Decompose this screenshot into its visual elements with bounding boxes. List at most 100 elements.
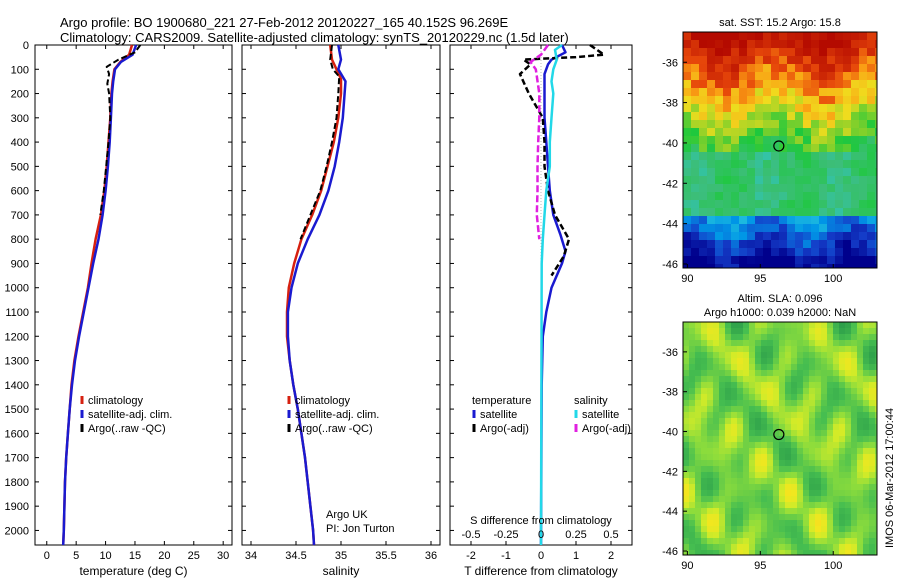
map-cell bbox=[731, 144, 740, 153]
map-cell bbox=[683, 358, 690, 365]
map-cell bbox=[815, 514, 822, 521]
map-cell bbox=[795, 192, 804, 201]
map-cell bbox=[683, 144, 692, 153]
map-cell bbox=[731, 32, 740, 41]
map-cell bbox=[851, 472, 858, 479]
map-cell bbox=[743, 466, 750, 473]
map-cell bbox=[867, 128, 876, 137]
map-cell bbox=[767, 394, 774, 401]
map-cell bbox=[811, 256, 820, 265]
map-cell bbox=[851, 216, 860, 225]
map-cell bbox=[715, 144, 724, 153]
map-cell bbox=[809, 532, 816, 539]
map-cell bbox=[791, 448, 798, 455]
map-cell bbox=[869, 436, 876, 443]
map-cell bbox=[689, 388, 696, 395]
map-cell bbox=[707, 152, 716, 161]
map-y-tick-label: -36 bbox=[662, 57, 678, 69]
map-cell bbox=[701, 394, 708, 401]
map-cell bbox=[755, 160, 764, 169]
map-cell bbox=[875, 550, 878, 556]
map-cell bbox=[863, 490, 870, 497]
map-cell bbox=[867, 192, 876, 201]
map-cell bbox=[851, 400, 858, 407]
map-cell bbox=[755, 128, 764, 137]
map-cell bbox=[787, 64, 796, 73]
map-cell bbox=[695, 376, 702, 383]
map-cell bbox=[695, 328, 702, 335]
map-cell bbox=[691, 56, 700, 65]
map-cell bbox=[689, 550, 696, 556]
map-cell bbox=[821, 370, 828, 377]
map-cell bbox=[767, 436, 774, 443]
map-cell bbox=[695, 412, 702, 419]
map-cell bbox=[767, 472, 774, 479]
map-cell bbox=[839, 364, 846, 371]
map-cell bbox=[827, 466, 834, 473]
map-cell bbox=[707, 358, 714, 365]
map-cell bbox=[843, 248, 852, 257]
map-cell bbox=[851, 56, 860, 65]
map-cell bbox=[723, 224, 732, 233]
map-cell bbox=[755, 502, 762, 509]
map-cell bbox=[749, 430, 756, 437]
map-cell bbox=[845, 346, 852, 353]
map-cell bbox=[767, 526, 774, 533]
map-cell bbox=[785, 352, 792, 359]
map-cell bbox=[747, 208, 756, 217]
map-cell bbox=[699, 256, 708, 265]
map-cell bbox=[707, 364, 714, 371]
map-cell bbox=[779, 532, 786, 539]
map-cell bbox=[875, 216, 878, 225]
map-cell bbox=[731, 200, 740, 209]
map-cell bbox=[707, 526, 714, 533]
map-cell bbox=[785, 388, 792, 395]
map-cell bbox=[797, 364, 804, 371]
map-cell bbox=[821, 514, 828, 521]
map-cell bbox=[875, 466, 878, 473]
header-line-2: Climatology: CARS2009. Satellite-adjuste… bbox=[60, 30, 569, 45]
map-cell bbox=[773, 442, 780, 449]
map-cell bbox=[787, 80, 796, 89]
map-cell bbox=[707, 382, 714, 389]
map-cell bbox=[779, 448, 786, 455]
map-cell bbox=[859, 40, 868, 49]
map-cell bbox=[779, 352, 786, 359]
map-cell bbox=[811, 96, 820, 105]
map-cell bbox=[773, 484, 780, 491]
map-cell bbox=[763, 160, 772, 169]
map-cell bbox=[713, 514, 720, 521]
y-tick-label: 900 bbox=[11, 258, 29, 270]
map-cell bbox=[827, 442, 834, 449]
map-cell bbox=[761, 400, 768, 407]
map-cell bbox=[791, 406, 798, 413]
map-cell bbox=[809, 322, 816, 329]
map-cell bbox=[827, 376, 834, 383]
map-cell bbox=[747, 48, 756, 57]
map-cell bbox=[791, 514, 798, 521]
map-cell bbox=[743, 478, 750, 485]
map-cell bbox=[835, 72, 844, 81]
map-cell bbox=[809, 544, 816, 551]
map-cell bbox=[815, 490, 822, 497]
map-cell bbox=[779, 264, 788, 269]
map-cell bbox=[851, 144, 860, 153]
map-cell bbox=[857, 484, 864, 491]
map-cell bbox=[827, 514, 834, 521]
map-cell bbox=[875, 232, 878, 241]
map-cell bbox=[835, 128, 844, 137]
map-cell bbox=[795, 264, 804, 269]
map-cell bbox=[791, 544, 798, 551]
map-cell bbox=[833, 394, 840, 401]
map-cell bbox=[779, 514, 786, 521]
map-cell bbox=[743, 328, 750, 335]
map-cell bbox=[851, 538, 858, 545]
map-cell bbox=[851, 64, 860, 73]
x-tick-label: 1 bbox=[573, 550, 579, 562]
map-cell bbox=[779, 376, 786, 383]
map-cell bbox=[773, 388, 780, 395]
map-cell bbox=[779, 48, 788, 57]
map-cell bbox=[689, 520, 696, 527]
map-cell bbox=[731, 532, 738, 539]
map-cell bbox=[787, 184, 796, 193]
